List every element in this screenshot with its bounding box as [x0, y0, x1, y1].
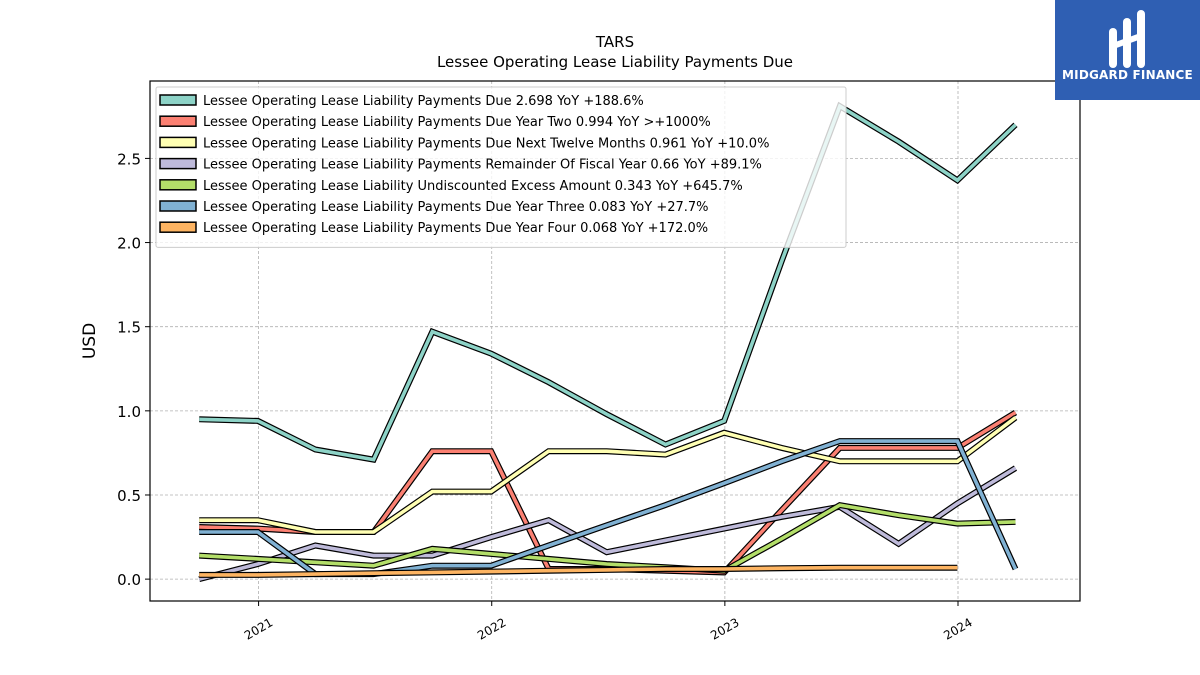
legend-label: Lessee Operating Lease Liability Payment… [203, 115, 711, 130]
plot-frame [149, 80, 1081, 602]
legend-swatch [159, 136, 197, 149]
legend-label: Lessee Operating Lease Liability Payment… [203, 221, 708, 236]
midgard-finance-logo: MIDGARD FINANCE [1055, 0, 1200, 100]
legend-swatch [159, 200, 197, 212]
y-tick-label: 2.0 [117, 235, 141, 253]
y-axis: 0.0 0.5 1.0 1.5 2.0 2.5 [117, 150, 150, 589]
series-line [199, 103, 1017, 462]
logo-mark-icon [1109, 10, 1145, 68]
chart-title: TARS [595, 33, 634, 51]
legend-box [155, 86, 847, 248]
legend-label: Lessee Operating Lease Liability Payment… [203, 94, 644, 109]
y-tick-label: 0.0 [117, 571, 141, 589]
y-tick-label: 1.5 [117, 319, 141, 337]
legend-label: Lessee Operating Lease Liability Payment… [203, 200, 709, 215]
y-tick-label: 2.5 [117, 150, 141, 168]
x-tick-label: 2023 [708, 615, 741, 642]
legend-swatch [159, 94, 197, 106]
x-tick-label: 2024 [941, 615, 974, 642]
series-line [199, 416, 1017, 534]
x-tick-label: 2022 [475, 615, 508, 642]
legend: Lessee Operating Lease Liability Payment… [155, 86, 847, 248]
x-tick-label: 2021 [242, 615, 275, 642]
y-tick-label: 1.0 [117, 403, 141, 421]
legend-swatch [159, 115, 197, 127]
y-tick-label: 0.5 [117, 487, 141, 505]
legend-swatch [159, 179, 197, 191]
legend-swatch [159, 157, 197, 170]
legend-swatch [159, 221, 197, 233]
series-line [199, 565, 958, 577]
logo-text: MIDGARD FINANCE [1062, 68, 1193, 82]
legend-label: Lessee Operating Lease Liability Payment… [203, 136, 769, 151]
legend-label: Lessee Operating Lease Liability Payment… [203, 158, 762, 173]
series-line [199, 503, 1016, 573]
y-axis-label: USD [80, 323, 100, 359]
legend-label: Lessee Operating Lease Liability Undisco… [203, 179, 743, 194]
series-line [198, 466, 1017, 581]
series-lines [198, 101, 1019, 583]
chart-subtitle: Lessee Operating Lease Liability Payment… [437, 53, 793, 71]
x-axis: 2021 2022 2023 2024 [242, 601, 975, 643]
